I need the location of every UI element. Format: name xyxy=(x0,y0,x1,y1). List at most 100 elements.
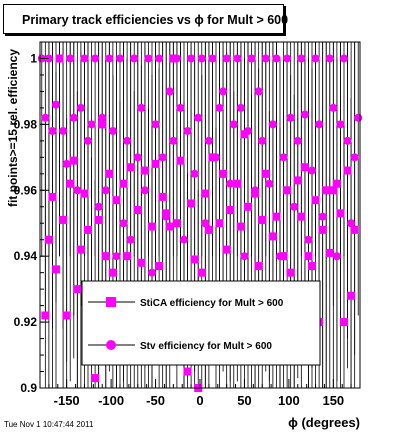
stica-point xyxy=(329,186,338,195)
stv-point xyxy=(300,110,309,119)
stica-point xyxy=(236,222,245,231)
stv-point xyxy=(204,136,213,145)
stica-point xyxy=(204,225,213,234)
stica-point xyxy=(80,189,89,198)
stv-point xyxy=(343,136,352,145)
stv-point xyxy=(172,54,181,63)
stv-point xyxy=(219,87,228,96)
stv-point xyxy=(194,113,203,122)
legend: StiCA efficiency for Mult > 600 Stv effi… xyxy=(81,280,321,366)
stv-point xyxy=(297,54,306,63)
stica-point xyxy=(293,176,302,185)
stica-point xyxy=(190,255,199,264)
stica-point xyxy=(283,186,292,195)
stica-point xyxy=(158,192,167,201)
stv-point xyxy=(258,136,267,145)
stica-point xyxy=(258,215,267,224)
stica-point xyxy=(148,222,156,231)
stv-point xyxy=(308,166,316,175)
stica-point xyxy=(347,291,356,300)
stv-point xyxy=(98,113,107,122)
stica-point xyxy=(52,265,60,274)
stv-point xyxy=(283,54,292,63)
stica-point xyxy=(137,258,146,267)
stv-point xyxy=(226,179,235,188)
stica-point xyxy=(91,374,100,383)
x-tick-label: 100 xyxy=(278,393,300,408)
stica-point xyxy=(343,166,352,175)
stica-point xyxy=(268,232,277,241)
stv-point xyxy=(112,252,121,261)
stv-point xyxy=(66,54,75,63)
stv-point xyxy=(212,153,220,162)
stica-point xyxy=(336,209,345,218)
stv-point xyxy=(73,186,82,195)
stica-point xyxy=(44,235,53,244)
stv-point xyxy=(176,103,185,112)
stica-point xyxy=(172,219,181,228)
stv-point xyxy=(276,252,284,261)
stica-point xyxy=(73,285,82,294)
stv-point xyxy=(140,186,149,195)
x-axis-label: ϕ (degrees) xyxy=(288,415,360,430)
stica-point xyxy=(108,268,117,277)
stv-point xyxy=(251,186,260,195)
stica-point xyxy=(222,245,231,254)
legend-entry-stica: StiCA efficiency for Mult > 600 xyxy=(140,298,284,309)
stv-point xyxy=(144,54,153,63)
stica-point xyxy=(76,245,85,254)
stv-point xyxy=(190,169,199,178)
stv-point xyxy=(315,120,324,129)
stica-point xyxy=(48,192,57,201)
stv-point xyxy=(347,219,356,228)
stica-point xyxy=(59,215,68,224)
stv-point xyxy=(126,235,135,244)
stv-point xyxy=(254,87,263,96)
legend-circle-marker xyxy=(106,340,116,350)
stica-point xyxy=(325,248,334,257)
stica-point xyxy=(155,262,164,271)
stv-point xyxy=(59,126,68,135)
stica-point xyxy=(98,120,107,129)
stica-point xyxy=(332,179,341,188)
stica-point xyxy=(254,262,263,271)
stv-point xyxy=(151,120,160,129)
stv-point xyxy=(62,159,71,168)
stica-point xyxy=(187,199,196,208)
stv-point xyxy=(87,120,96,129)
stv-point xyxy=(48,126,57,135)
stv-point xyxy=(325,54,334,63)
stv-point xyxy=(236,103,245,112)
stica-point xyxy=(308,262,316,271)
legend-square-marker xyxy=(106,297,116,307)
stv-point xyxy=(116,54,124,63)
stv-point xyxy=(183,126,192,135)
y-tick-label: 0.96 xyxy=(14,183,38,197)
stv-point xyxy=(155,54,164,63)
stv-point xyxy=(84,136,92,145)
stv-point xyxy=(350,153,359,162)
stica-point xyxy=(41,311,50,320)
x-tick-label: 0 xyxy=(196,393,203,408)
stica-point xyxy=(123,252,132,261)
stv-point xyxy=(197,54,206,63)
stv-point xyxy=(130,54,139,63)
stv-point xyxy=(329,103,338,112)
stv-point xyxy=(290,202,299,211)
stica-point xyxy=(183,367,192,376)
x-tick-label: 150 xyxy=(322,393,344,408)
stv-point xyxy=(233,54,242,63)
stica-point xyxy=(101,252,110,261)
stica-point xyxy=(215,219,224,228)
stica-point xyxy=(311,196,320,205)
stv-point xyxy=(340,54,348,63)
stv-point xyxy=(244,126,252,135)
stv-point xyxy=(108,126,117,135)
stv-point xyxy=(105,54,114,63)
stica-point xyxy=(140,166,149,175)
stica-point xyxy=(69,156,78,165)
legend-box xyxy=(81,280,321,366)
stv-point xyxy=(311,54,320,63)
stv-point xyxy=(208,54,217,63)
y-axis-label: fit points>=15 rel. efficiency xyxy=(6,49,20,207)
